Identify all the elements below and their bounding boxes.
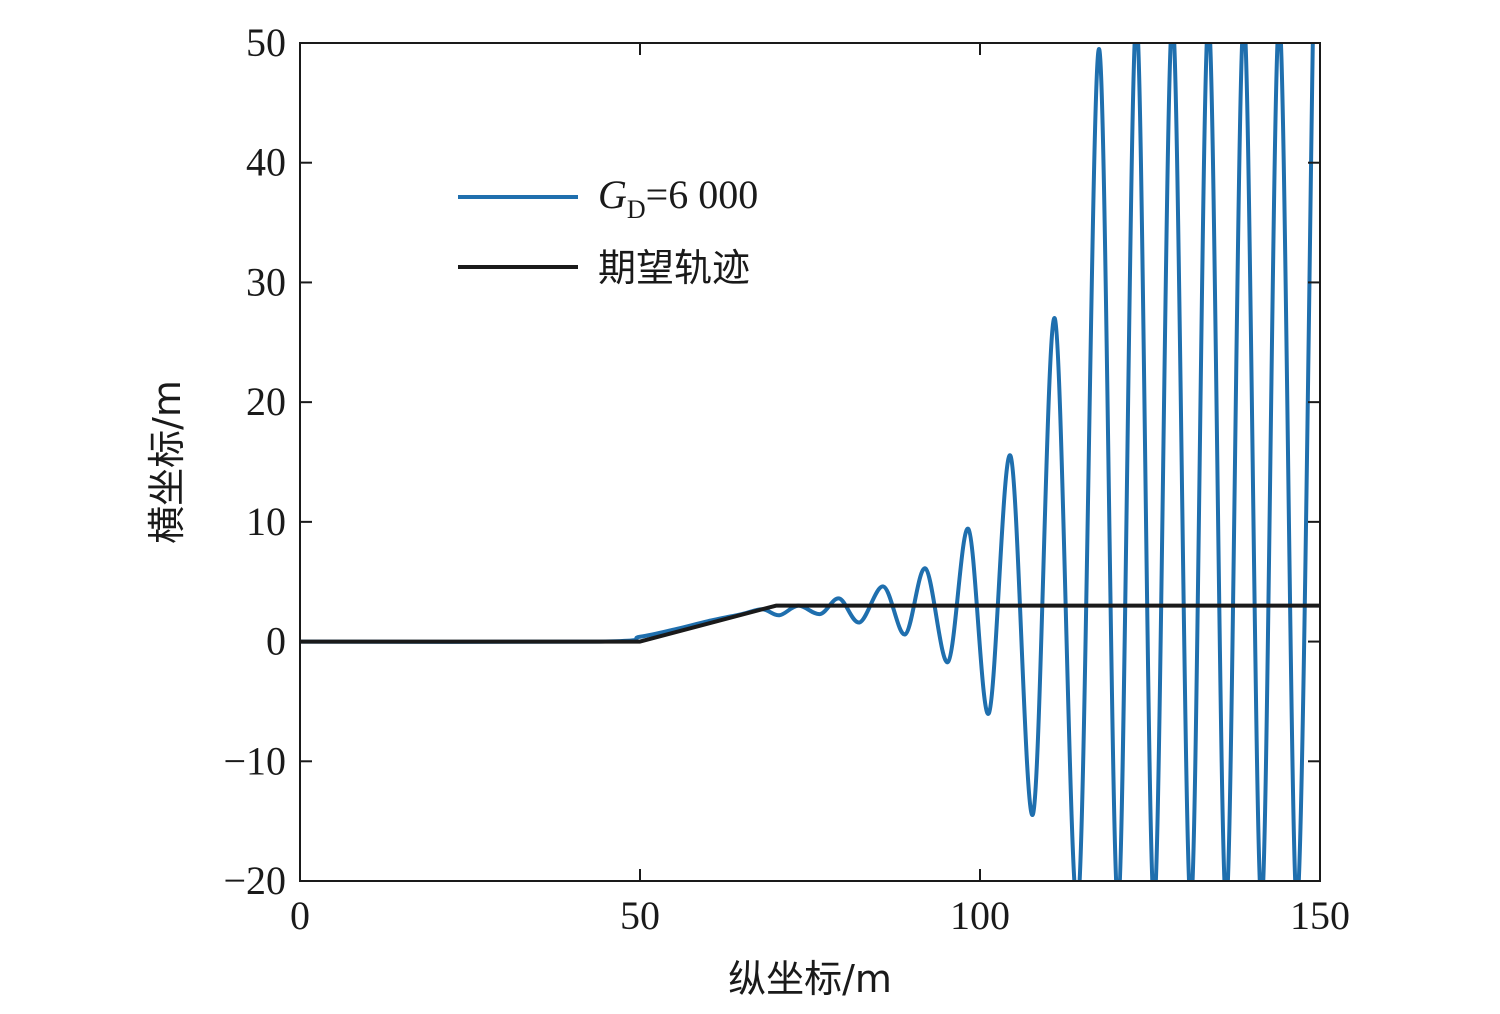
y-tick-label: 50 [246,20,286,65]
series-line-gd [300,43,1315,881]
plot-frame [299,42,1321,882]
legend: GD=6 000 期望轨迹 [458,172,758,290]
y-tick-label: −10 [223,738,286,783]
x-tick-label: 0 [290,893,310,938]
legend-label-desired: 期望轨迹 [598,246,750,290]
series-line-desired [300,603,1320,644]
y-tick-label: 0 [266,619,286,664]
x-axis-label: 纵坐标/m [728,957,892,1001]
legend-label-gd: GD=6 000 [598,172,758,224]
y-axis-label: 横坐标/m [145,380,189,544]
x-tick-label: 50 [620,893,660,938]
series-layer [300,43,1320,881]
tick-layer: 0 50 100 150 −20 −10 0 10 20 30 40 50 [223,20,1350,938]
x-tick-label: 150 [1290,893,1350,938]
y-tick-label: 10 [246,499,286,544]
y-tick-label: 40 [246,140,286,185]
y-tick-label: 20 [246,379,286,424]
x-tick-label: 100 [950,893,1010,938]
y-tick-label: −20 [223,858,286,903]
y-tick-label: 30 [246,259,286,304]
